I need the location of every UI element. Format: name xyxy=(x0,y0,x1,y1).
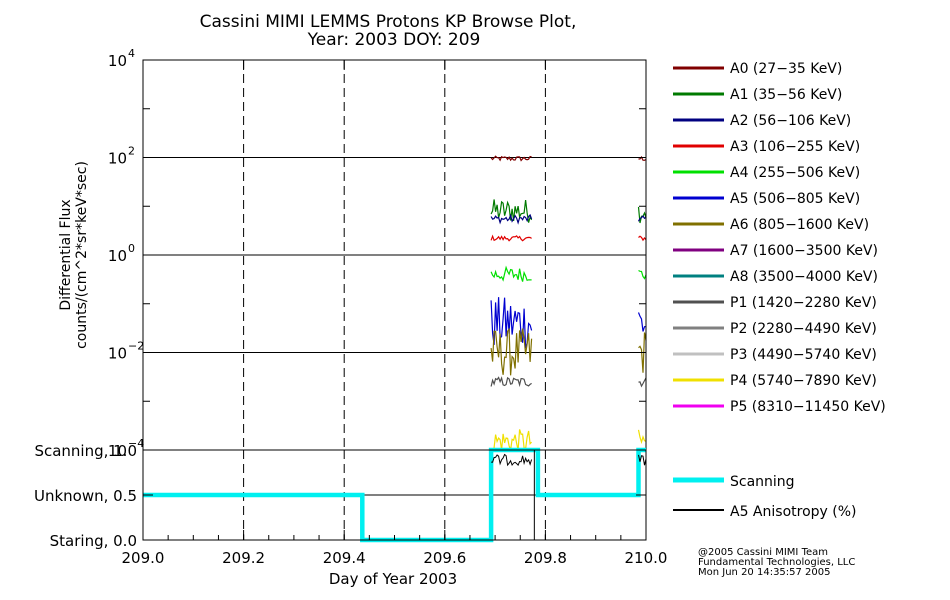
legend-label: A5 (506−805 KeV) xyxy=(730,191,860,207)
flux-series-line xyxy=(638,155,647,161)
legend-label: A3 (106−255 KeV) xyxy=(730,139,860,155)
legend-label: P4 (5740−7890 KeV) xyxy=(730,373,877,389)
flux-y-tick-exponent: −2 xyxy=(128,340,144,353)
flux-series-line xyxy=(490,327,533,376)
flux-y-tick-label: 10 xyxy=(108,52,127,70)
legend-label: A4 (255−506 KeV) xyxy=(730,165,860,181)
flux-legend: A0 (27−35 KeV) A1 (35−56 KeV) A2 (56−106 K… xyxy=(673,61,886,415)
scanning-y-tick-label: Staring, 0.0 xyxy=(50,532,137,550)
legend-label: A1 (35−56 KeV) xyxy=(730,87,842,103)
credit-line3: Mon Jun 20 14:35:57 2005 xyxy=(698,567,831,578)
legend-label: A7 (1600−3500 KeV) xyxy=(730,243,878,259)
x-tick-label: 209.2 xyxy=(222,549,265,567)
x-tick-label: 209.8 xyxy=(524,549,567,567)
credit-line1: @2005 Cassini MIMI Team xyxy=(698,547,828,558)
x-tick-label: 209.4 xyxy=(323,549,366,567)
x-tick-label: 210.0 xyxy=(625,549,668,567)
legend-label: Scanning xyxy=(730,474,795,490)
flux-series-line xyxy=(637,429,647,445)
flux-series-line xyxy=(490,213,533,225)
flux-y-label-line1: Differential Flux xyxy=(58,199,74,310)
flux-y-tick-label: 10 xyxy=(108,442,127,460)
credit-line2: Fundamental Technologies, LLC xyxy=(698,557,855,568)
flux-y-tick-exponent: −4 xyxy=(128,437,144,450)
flux-series-line xyxy=(637,215,647,222)
anisotropy-series-line xyxy=(638,454,647,466)
flux-series-line xyxy=(638,269,647,280)
scanning-legend: Scanning A5 Anisotropy (%) xyxy=(673,474,857,520)
legend-label: A6 (805−1600 KeV) xyxy=(730,217,869,233)
plot-title-line1: Cassini MIMI LEMMS Protons KP Browse Plo… xyxy=(200,12,577,32)
plot-title-line2: Year: 2003 DOY: 209 xyxy=(307,30,481,50)
flux-y-tick-label: 10 xyxy=(108,345,127,363)
flux-series-line xyxy=(637,206,647,224)
flux-series-line xyxy=(638,332,647,373)
flux-series-line xyxy=(637,312,646,332)
flux-series-line xyxy=(638,377,647,388)
flux-y-tick-exponent: 4 xyxy=(128,47,135,60)
flux-grid xyxy=(143,60,646,450)
flux-y-tick-label: 10 xyxy=(108,150,127,168)
flux-series-line xyxy=(490,265,532,282)
flux-y-tick-exponent: 2 xyxy=(128,145,135,158)
flux-y-tick-exponent: 0 xyxy=(128,242,135,255)
flux-series-group xyxy=(490,155,647,451)
x-tick-label: 209.6 xyxy=(423,549,466,567)
scanning-y-ticks: Scanning, 1.0 Unknown, 0.5 Staring, 0.0 xyxy=(34,442,646,550)
flux-series-line xyxy=(490,376,532,388)
flux-series-line xyxy=(490,155,532,162)
x-tick-label: 209.0 xyxy=(122,549,165,567)
legend-label: P1 (1420−2280 KeV) xyxy=(730,295,877,311)
legend-label: P2 (2280−4490 KeV) xyxy=(730,321,877,337)
anisotropy-series-line xyxy=(491,453,533,467)
x-axis-label: Day of Year 2003 xyxy=(329,570,457,588)
flux-series-line xyxy=(638,235,647,242)
legend-label: A2 (56−106 KeV) xyxy=(730,113,851,129)
legend-label: P3 (4490−5740 KeV) xyxy=(730,347,877,363)
legend-label: A5 Anisotropy (%) xyxy=(730,504,857,520)
legend-label: A8 (3500−4000 KeV) xyxy=(730,269,878,285)
flux-y-tick-label: 10 xyxy=(108,247,127,265)
flux-series-line xyxy=(490,234,532,242)
flux-series-line xyxy=(490,429,533,451)
flux-y-label-line2: counts/(cm^2*sr*keV*sec) xyxy=(74,161,90,349)
x-ticks: 209.0 209.2 209.4 209.6 209.8 210.0 xyxy=(122,60,668,567)
scanning-y-tick-label: Unknown, 0.5 xyxy=(34,487,137,505)
legend-label: P5 (8310−11450 KeV) xyxy=(730,399,886,415)
flux-series-line xyxy=(490,199,533,223)
flux-series-line xyxy=(490,297,533,349)
legend-label: A0 (27−35 KeV) xyxy=(730,61,842,77)
scanning-y-tick-label: Scanning, 1.0 xyxy=(34,442,137,460)
